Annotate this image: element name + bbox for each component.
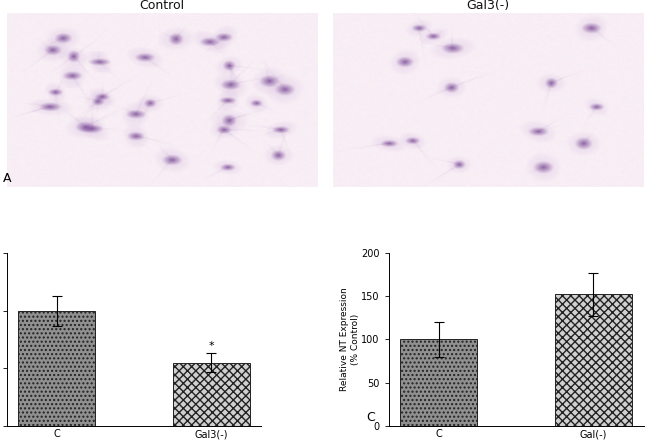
Title: Control: Control <box>139 0 185 12</box>
Text: C: C <box>366 411 374 424</box>
Bar <box>554 294 632 426</box>
Text: A: A <box>3 171 12 185</box>
Text: *: * <box>208 341 214 351</box>
Bar <box>172 363 250 426</box>
Y-axis label: Relative NT Expression
(% Control): Relative NT Expression (% Control) <box>341 288 360 391</box>
Title: Gal3(-): Gal3(-) <box>467 0 510 12</box>
Bar <box>400 340 478 426</box>
Bar <box>18 310 96 426</box>
